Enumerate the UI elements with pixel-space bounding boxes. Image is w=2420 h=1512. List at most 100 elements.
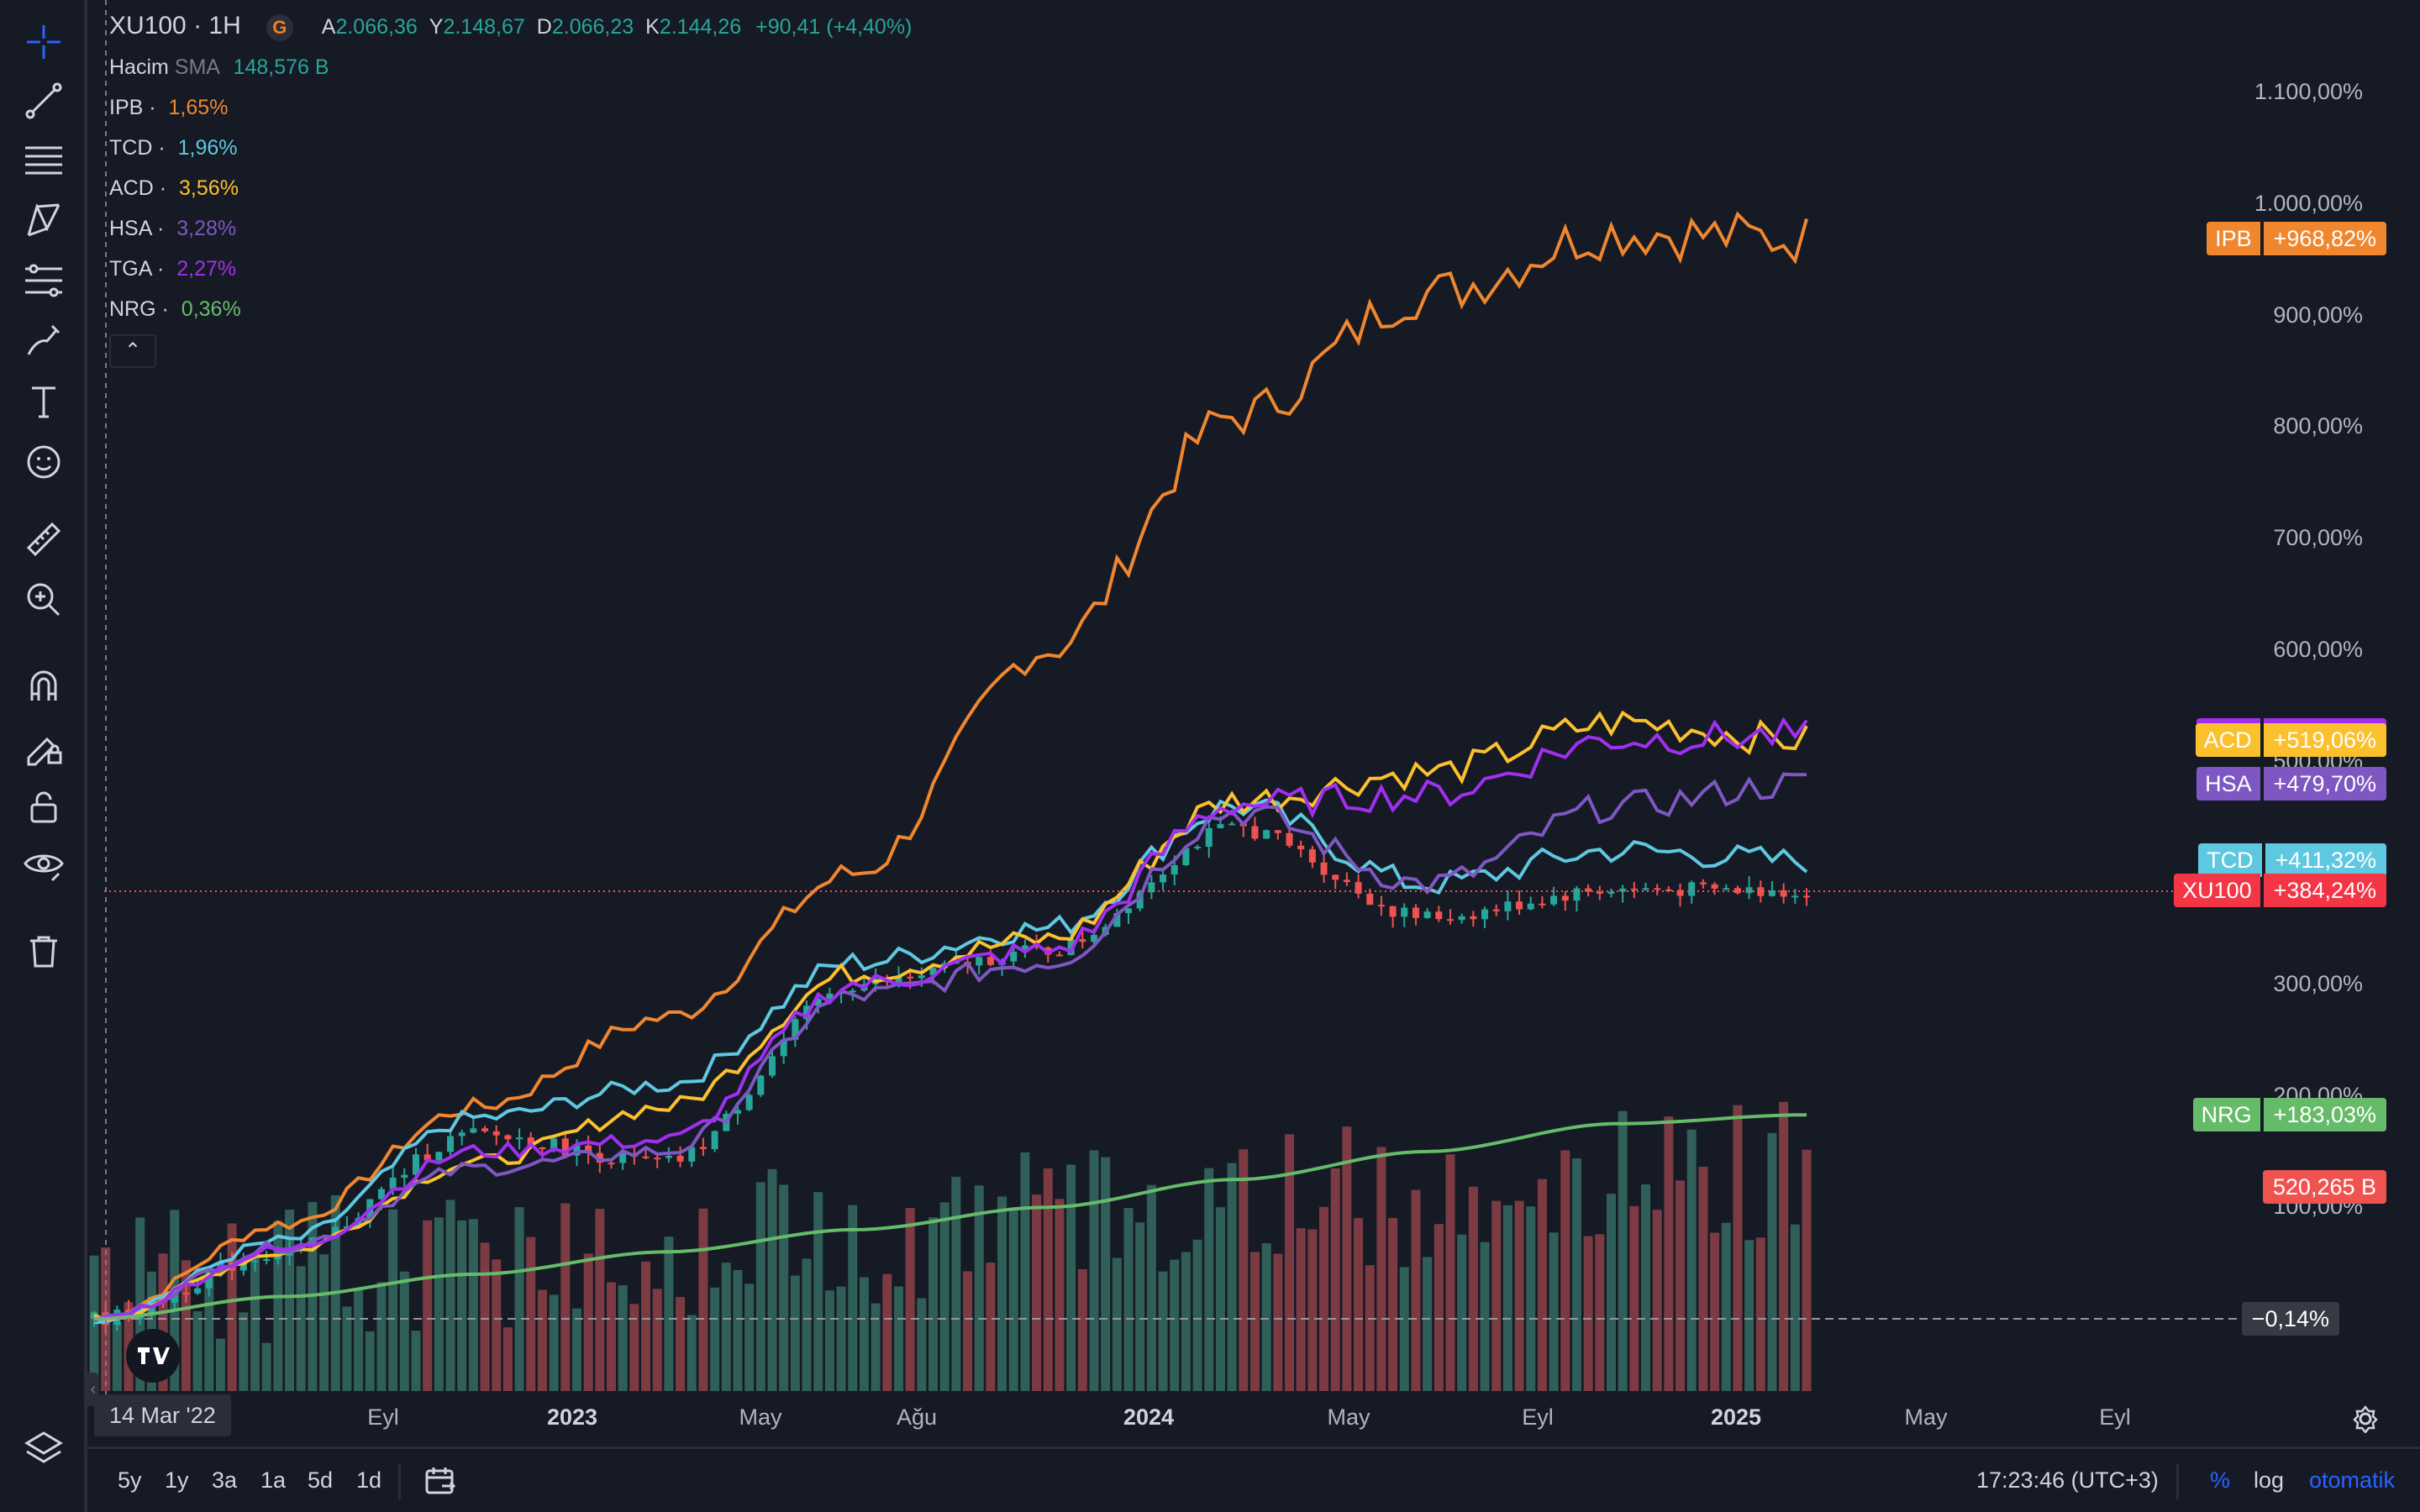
- candle[interactable]: [976, 957, 983, 974]
- candle[interactable]: [1481, 906, 1489, 928]
- candle[interactable]: [1205, 817, 1213, 858]
- candle[interactable]: [711, 1130, 718, 1152]
- candle[interactable]: [1780, 883, 1787, 904]
- candle[interactable]: [585, 1135, 592, 1164]
- candle[interactable]: [1423, 908, 1431, 919]
- candle[interactable]: [1573, 885, 1581, 912]
- candle[interactable]: [734, 1104, 741, 1125]
- chart-area[interactable]: XU100 · 1H G A2.066,36 Y2.148,67 D2.066,23 K2…: [87, 0, 2420, 1512]
- candle[interactable]: [1055, 951, 1063, 957]
- legend-row-tga[interactable]: TGA · 2,27%: [109, 257, 236, 281]
- emoji-icon[interactable]: [18, 437, 69, 487]
- candle[interactable]: [1401, 903, 1408, 927]
- candle[interactable]: [676, 1146, 684, 1168]
- horizontal-lines-icon[interactable]: [18, 134, 69, 185]
- candle[interactable]: [1585, 884, 1592, 897]
- candle[interactable]: [1160, 870, 1167, 890]
- ruler-icon[interactable]: [18, 514, 69, 564]
- candle[interactable]: [1125, 908, 1133, 924]
- candle[interactable]: [665, 1147, 672, 1163]
- candle[interactable]: [1733, 885, 1741, 895]
- candle[interactable]: [792, 1016, 799, 1047]
- candle[interactable]: [447, 1128, 455, 1156]
- candle[interactable]: [182, 1285, 190, 1303]
- candle[interactable]: [1021, 939, 1028, 958]
- candle[interactable]: [1688, 880, 1696, 904]
- legend-row-tcd[interactable]: TCD · 1,96%: [109, 136, 238, 160]
- trash-icon[interactable]: [18, 926, 69, 976]
- candle[interactable]: [1757, 880, 1765, 903]
- candle[interactable]: [1654, 884, 1661, 895]
- legend-row-acd[interactable]: ACD · 3,56%: [109, 176, 239, 201]
- candle[interactable]: [1228, 821, 1236, 826]
- tradingview-logo[interactable]: [126, 1329, 180, 1383]
- candle[interactable]: [654, 1154, 661, 1168]
- candle[interactable]: [619, 1145, 627, 1170]
- range-button-1d[interactable]: 1d: [356, 1467, 382, 1493]
- range-button-5y[interactable]: 5y: [118, 1467, 142, 1493]
- candle[interactable]: [1113, 908, 1121, 927]
- candle[interactable]: [768, 1050, 776, 1079]
- trend-line-icon[interactable]: [18, 76, 69, 126]
- range-button-5d[interactable]: 5d: [308, 1467, 334, 1493]
- lock-icon[interactable]: [18, 781, 69, 832]
- candle[interactable]: [1355, 874, 1362, 899]
- candle[interactable]: [263, 1251, 271, 1265]
- fib-retracement-icon[interactable]: [18, 255, 69, 306]
- range-button-3a[interactable]: 3a: [212, 1467, 238, 1493]
- series-line-nrg[interactable]: [93, 1113, 1807, 1320]
- candle[interactable]: [1504, 890, 1512, 921]
- log-toggle[interactable]: log: [2254, 1467, 2285, 1493]
- candle[interactable]: [1550, 886, 1558, 906]
- candle[interactable]: [1791, 889, 1799, 904]
- candle[interactable]: [780, 1031, 787, 1064]
- candle[interactable]: [757, 1074, 765, 1097]
- candle[interactable]: [492, 1125, 500, 1146]
- range-button-1a[interactable]: 1a: [260, 1467, 287, 1493]
- series-line-ipb[interactable]: [93, 211, 1808, 1321]
- candle[interactable]: [435, 1152, 443, 1163]
- candle[interactable]: [745, 1093, 753, 1111]
- calendar-goto-icon[interactable]: [424, 1464, 457, 1502]
- candle[interactable]: [481, 1126, 489, 1133]
- candle[interactable]: [1607, 889, 1615, 898]
- candle[interactable]: [1630, 882, 1638, 899]
- candle[interactable]: [1286, 830, 1293, 848]
- candle[interactable]: [1699, 879, 1707, 889]
- candle[interactable]: [401, 1168, 408, 1189]
- candle[interactable]: [458, 1129, 466, 1146]
- candle[interactable]: [1527, 896, 1534, 911]
- candle[interactable]: [1516, 890, 1523, 916]
- candle[interactable]: [1435, 906, 1443, 922]
- candle[interactable]: [516, 1128, 523, 1150]
- candle[interactable]: [1148, 874, 1155, 900]
- candle[interactable]: [470, 1117, 477, 1134]
- percent-toggle[interactable]: %: [2210, 1467, 2231, 1493]
- candle[interactable]: [699, 1137, 707, 1156]
- candle[interactable]: [1251, 816, 1259, 841]
- candle[interactable]: [343, 1215, 350, 1229]
- legend-row-hsa[interactable]: HSA · 3,28%: [109, 217, 236, 241]
- candle[interactable]: [1332, 874, 1339, 890]
- layers-icon[interactable]: [18, 1423, 69, 1473]
- candle[interactable]: [1539, 895, 1546, 909]
- candle[interactable]: [1470, 911, 1477, 927]
- candle[interactable]: [596, 1143, 603, 1173]
- candle[interactable]: [1723, 884, 1730, 891]
- legend-row-nrg[interactable]: NRG · 0,36%: [109, 297, 241, 322]
- legend-row-ipb[interactable]: IPB · 1,65%: [109, 96, 228, 120]
- candle[interactable]: [1619, 885, 1627, 903]
- candle[interactable]: [1308, 846, 1316, 869]
- auto-scale-toggle[interactable]: otomatik: [2309, 1467, 2396, 1493]
- price-chart[interactable]: [87, 0, 2420, 1446]
- candle[interactable]: [1263, 829, 1270, 839]
- pattern-icon[interactable]: [18, 195, 69, 245]
- candle[interactable]: [1389, 906, 1397, 928]
- candle[interactable]: [642, 1147, 650, 1160]
- chevron-up-icon[interactable]: ⌃: [109, 334, 156, 368]
- candle[interactable]: [1596, 885, 1603, 900]
- candle[interactable]: [1492, 904, 1500, 916]
- candle[interactable]: [1079, 930, 1086, 949]
- candle[interactable]: [826, 988, 834, 1000]
- candle[interactable]: [1274, 830, 1281, 840]
